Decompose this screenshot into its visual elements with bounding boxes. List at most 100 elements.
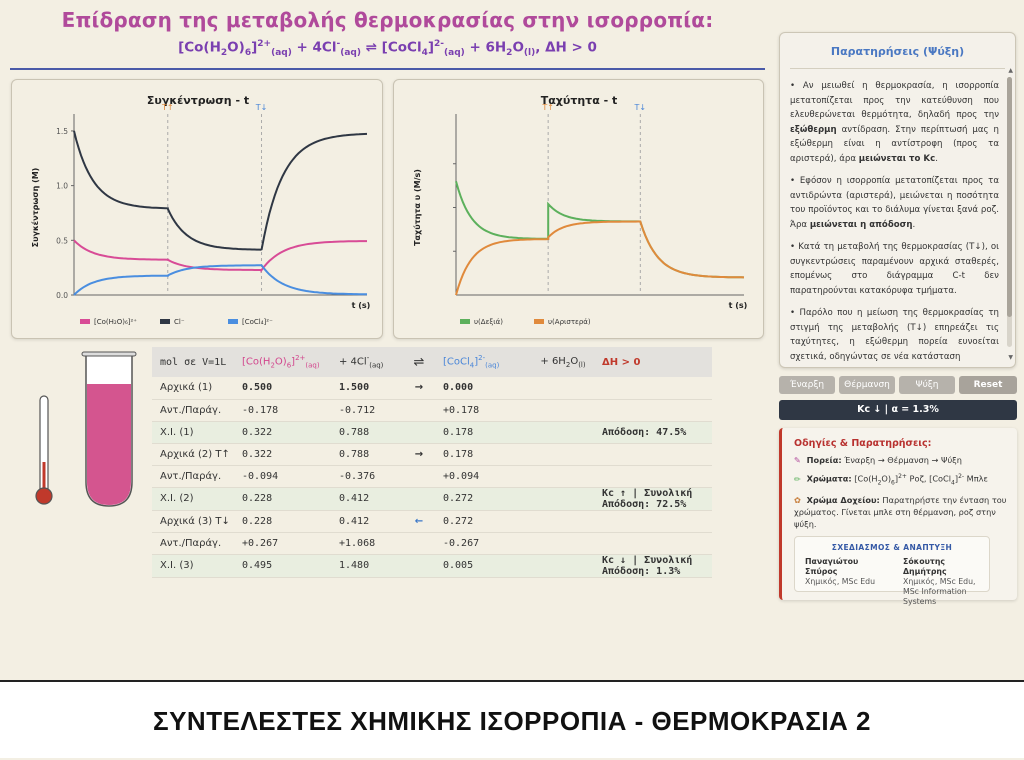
rate-chart-panel: Ταχύτητα - t Ταχύτητα υ (M/s) t (s) T↑ T↓ υ… <box>393 79 764 339</box>
cell-cohexa: -0.178 <box>234 399 331 422</box>
y-tick-label: 1.0 <box>56 182 68 191</box>
row-label: Αντ./Παράγ. <box>152 399 234 422</box>
row-label: Χ.Ι. (1) <box>152 421 234 444</box>
guide-colors: ✏ Χρώματα: [Co(H2O)6]2+ Ροζ, [CoCl4]2- Μ… <box>794 473 988 487</box>
cell-note: Kc ↓ | Συνολική Απόδοση: 1.3% <box>594 554 712 578</box>
cell-cohexa: 0.322 <box>234 443 331 466</box>
cell-note <box>594 443 712 466</box>
cell-cocl4: 0.000 <box>435 377 532 400</box>
legend-label: υ(Δεξιά) <box>474 318 503 326</box>
palette-icon: ✿ <box>794 495 801 506</box>
table-row: Αρχικά (1) 0.500 1.500 → 0.000 <box>152 377 712 400</box>
cell-cocl4: -0.267 <box>435 532 532 555</box>
legend-label: Cl⁻ <box>174 318 185 326</box>
cell-note <box>594 465 712 488</box>
table-row: Αντ./Παράγ. +0.267 +1.068 -0.267 <box>152 532 712 555</box>
cell-water <box>532 487 594 511</box>
header-divider <box>10 68 765 70</box>
observation-3: • Κατά τη μεταβολή της θερμοκρασίας (T↓)… <box>790 242 999 296</box>
reset-button[interactable]: Reset <box>959 376 1017 394</box>
cell-cl: -0.376 <box>331 465 403 488</box>
marker-label: T↑ <box>541 103 554 112</box>
cell-cocl4: +0.094 <box>435 465 532 488</box>
credit-author-1: Παναγιώτου Σπύρος Χημικός, MSc Edu <box>805 557 876 586</box>
col-header-dh: ΔΗ > 0 <box>594 347 712 377</box>
cell-cl: 0.412 <box>331 487 403 511</box>
observations-body: • Αν μειωθεί η θερμοκρασία, η ισορροπία … <box>780 69 1015 364</box>
row-label: Χ.Ι. (3) <box>152 554 234 578</box>
heat-button[interactable]: Θέρμανση <box>839 376 895 394</box>
cell-cocl4: +0.178 <box>435 399 532 422</box>
pencil-icon: ✏ <box>794 473 801 484</box>
credits-heading: ΣΧΕΔΙΑΣΜΟΣ & ΑΝΑΠΤΥΞΗ <box>831 543 953 552</box>
legend-label: [CoCl₄]²⁻ <box>242 318 273 326</box>
app-window: Επίδραση της μεταβολής θερμοκρασίας στην… <box>10 8 1017 606</box>
cell-water <box>532 465 594 488</box>
observation-4: • Παρόλο που η μείωση της θερμοκρασίας τ… <box>790 308 999 362</box>
col-header-mol: mol σε V=1L <box>152 347 234 377</box>
thermometer-icon <box>35 395 53 505</box>
control-buttons: Έναρξη Θέρμανση Ψύξη Reset <box>779 376 1017 394</box>
observations-scrollbar[interactable] <box>1007 77 1012 347</box>
observation-1: • Αν μειωθεί η θερμοκρασία, η ισορροπία … <box>790 81 999 164</box>
row-label: Αντ./Παράγ. <box>152 532 234 555</box>
reaction-equation: [Co(H2O)6]2+(aq) + 4Cl-(aq) ⇌ [CoCl4]2-(… <box>178 39 597 59</box>
legend-swatch <box>80 319 90 324</box>
guide-title: Οδηγίες & Παρατηρήσεις: <box>794 438 932 449</box>
cell-note <box>594 510 712 533</box>
cell-note <box>594 377 712 400</box>
row-label: Αρχικά (1) <box>152 377 234 400</box>
table-row: Αρχικά (2) T↑ 0.322 0.788 → 0.178 <box>152 443 712 466</box>
y-tick-label: 0.0 <box>56 291 68 300</box>
credits-box: ΣΧΕΔΙΑΣΜΟΣ & ΑΝΑΠΤΥΞΗ Παναγιώτου Σπύρος … <box>794 536 990 606</box>
table-row: Χ.Ι. (2) 0.228 0.412 0.272 Kc ↑ | Συνολική Α… <box>152 487 712 511</box>
legend-swatch <box>460 319 470 324</box>
series-line-cocl <box>73 264 368 296</box>
observation-2: • Εφόσον η ισορροπία μετατοπίζεται προς … <box>790 176 999 230</box>
banner-title: ΣΥΝΤΕΛΕΣΤΕΣ ΧΗΜΙΚΗΣ ΙΣΟΡΡΟΠΙΑ - ΘΕΡΜΟΚΡΑ… <box>152 706 872 736</box>
apparatus <box>35 351 137 507</box>
series-line-forward <box>455 181 745 279</box>
row-label: Αρχικά (3) T↓ <box>152 510 234 533</box>
legend-label: υ(Αριστερά) <box>548 318 591 326</box>
observations-title: Παρατηρήσεις (Ψύξη) <box>790 33 1005 69</box>
cell-cohexa: +0.267 <box>234 532 331 555</box>
cell-direction: ← <box>403 510 435 533</box>
cell-water <box>532 443 594 466</box>
scroll-up-icon[interactable]: ▲ <box>1008 67 1013 74</box>
start-button[interactable]: Έναρξη <box>779 376 835 394</box>
cell-cl: 0.788 <box>331 443 403 466</box>
x-axis-label: t (s) <box>729 301 748 310</box>
rate-chart-title: Ταχύτητα - t <box>541 94 618 107</box>
cell-direction <box>403 465 435 488</box>
row-label: Αντ./Παράγ. <box>152 465 234 488</box>
legend-swatch <box>228 319 238 324</box>
credit-author-2: Σόκουτης Δημήτρης Χημικός, MSc Edu, MSc … <box>903 557 976 606</box>
cell-cocl4: 0.178 <box>435 443 532 466</box>
cell-direction <box>403 554 435 578</box>
cell-water <box>532 510 594 533</box>
cell-note: Απόδοση: 47.5% <box>594 421 712 444</box>
bottom-banner: ΣΥΝΤΕΛΕΣΤΕΣ ΧΗΜΙΚΗΣ ΙΣΟΡΡΟΠΙΑ - ΘΕΡΜΟΚΡΑ… <box>0 680 1024 758</box>
cell-water <box>532 421 594 444</box>
cell-cohexa: -0.094 <box>234 465 331 488</box>
y-axis-label: Συγκέντρωση (M) <box>30 168 40 248</box>
row-label: Χ.Ι. (2) <box>152 487 234 511</box>
cool-button[interactable]: Ψύξη <box>899 376 955 394</box>
cell-cohexa: 0.228 <box>234 487 331 511</box>
cell-direction <box>403 487 435 511</box>
pipette-icon: ✎ <box>794 455 801 465</box>
scrollbar-thumb[interactable] <box>1007 77 1012 317</box>
cell-cocl4: 0.178 <box>435 421 532 444</box>
legend-swatch <box>160 319 170 324</box>
cell-water <box>532 377 594 400</box>
col-header-cocl4: [CoCl4]2-(aq) <box>435 347 532 377</box>
concentration-chart-title: Συγκέντρωση - t <box>147 94 249 107</box>
series-line-reverse <box>455 220 745 296</box>
cell-cocl4: 0.272 <box>435 487 532 511</box>
col-header-cl: + 4Cl-(aq) <box>331 347 403 377</box>
cell-water <box>532 554 594 578</box>
y-tick-label: 1.5 <box>56 127 68 136</box>
scroll-down-icon[interactable]: ▼ <box>1008 354 1013 361</box>
observations-panel[interactable]: Παρατηρήσεις (Ψύξη) • Αν μειωθεί η θερμο… <box>779 32 1016 368</box>
